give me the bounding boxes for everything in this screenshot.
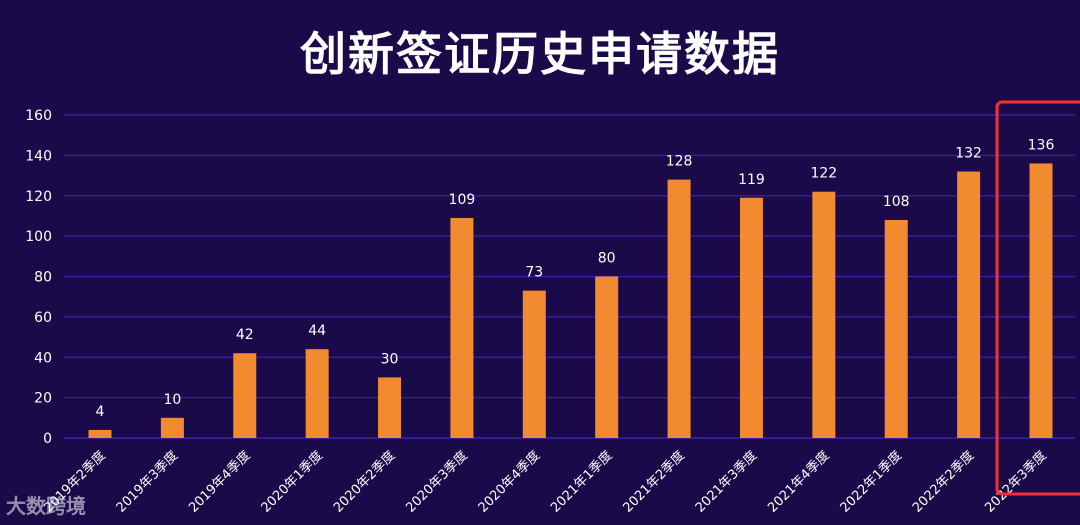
- data-label: 73: [525, 265, 543, 281]
- bar: [160, 417, 184, 438]
- data-label: 128: [666, 154, 693, 170]
- data-label: 119: [738, 172, 765, 188]
- data-label: 136: [1028, 137, 1055, 153]
- bar: [378, 377, 402, 438]
- y-tick-label: 120: [25, 189, 52, 205]
- y-tick-label: 20: [34, 391, 52, 407]
- data-label: 108: [883, 194, 910, 210]
- bar: [667, 179, 691, 438]
- bar: [305, 349, 329, 438]
- data-label: 132: [955, 146, 982, 162]
- y-tick-label: 160: [25, 108, 52, 124]
- y-tick-label: 80: [34, 270, 52, 286]
- bar: [884, 219, 908, 438]
- data-label: 122: [810, 166, 837, 182]
- bar: [957, 171, 981, 438]
- data-label: 30: [381, 351, 399, 367]
- bar: [233, 353, 257, 438]
- data-label: 10: [163, 392, 181, 408]
- y-tick-label: 0: [43, 431, 52, 447]
- bar: [1029, 163, 1053, 438]
- data-label: 44: [308, 323, 326, 339]
- x-tick-label: 2019年4季度: [185, 448, 253, 516]
- x-tick-label: 2021年4季度: [765, 448, 833, 516]
- x-tick-label: 2022年3季度: [982, 448, 1050, 516]
- bar: [739, 197, 763, 438]
- x-tick-label: 2020年3季度: [403, 448, 471, 516]
- highlight-box: [995, 100, 1080, 496]
- data-label: 42: [236, 327, 254, 343]
- y-tick-label: 140: [25, 148, 52, 164]
- bar: [522, 290, 546, 438]
- data-label: 4: [96, 404, 105, 420]
- x-tick-label: 2019年3季度: [113, 448, 181, 516]
- x-tick-label: 2022年1季度: [837, 448, 905, 516]
- y-tick-label: 40: [34, 350, 52, 366]
- chart-title: 创新签证历史申请数据: [300, 27, 780, 81]
- x-tick-label: 2021年1季度: [547, 448, 615, 516]
- x-tick-label: 2022年2季度: [909, 448, 977, 516]
- watermark-logo: 大数跨境: [6, 494, 86, 518]
- x-tick-label: 2020年4季度: [475, 448, 543, 516]
- bar: [595, 276, 619, 438]
- y-tick-label: 100: [25, 229, 52, 245]
- bar: [450, 217, 474, 438]
- x-tick-label: 2020年2季度: [330, 448, 398, 516]
- x-tick-label: 2020年1季度: [258, 448, 326, 516]
- bar: [88, 429, 112, 438]
- bar: [812, 191, 836, 438]
- data-label: 109: [449, 192, 476, 208]
- x-tick-label: 2021年2季度: [620, 448, 688, 516]
- x-tick-label: 2021年3季度: [692, 448, 760, 516]
- data-label: 80: [598, 251, 616, 267]
- y-tick-label: 60: [34, 310, 52, 326]
